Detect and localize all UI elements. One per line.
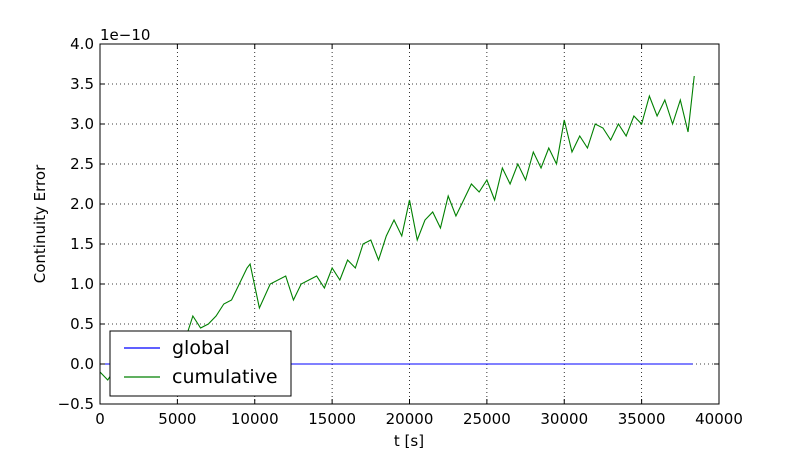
y-tick-label: 1.5: [70, 235, 94, 253]
y-offset-text: 1e−10: [100, 26, 150, 44]
ticks: 0 5000 10000 15000 20000 25000 30000 35000 40000…: [58, 35, 743, 428]
y-tick-label: 3.5: [70, 75, 94, 93]
y-tick-label: 3.0: [70, 115, 94, 133]
legend-box: [109, 330, 292, 397]
y-tick-label: 2.0: [70, 195, 94, 213]
x-tick-label: 35000: [618, 410, 666, 428]
x-tick-label: 30000: [540, 410, 588, 428]
legend-label: cumulative: [172, 366, 278, 388]
x-tick-label: 10000: [231, 410, 279, 428]
x-tick-label: 5000: [158, 410, 196, 428]
x-axis-label: t [s]: [394, 432, 424, 450]
x-tick-label: 15000: [308, 410, 356, 428]
x-tick-label: 40000: [695, 410, 743, 428]
y-tick-label: 4.0: [70, 35, 94, 53]
x-tick-label: 20000: [386, 410, 434, 428]
y-tick-label: −0.5: [58, 395, 94, 413]
y-tick-label: 2.5: [70, 155, 94, 173]
x-tick-label: 0: [95, 410, 105, 428]
y-tick-label: 0.0: [70, 355, 94, 373]
series-line: [99, 75, 695, 393]
legend: global cumulative: [109, 330, 292, 397]
y-tick-label: 0.5: [70, 315, 94, 333]
y-axis-label: Continuity Error: [31, 164, 49, 283]
legend-label: global: [172, 337, 230, 359]
x-tick-label: 25000: [463, 410, 511, 428]
y-tick-label: 1.0: [70, 275, 94, 293]
